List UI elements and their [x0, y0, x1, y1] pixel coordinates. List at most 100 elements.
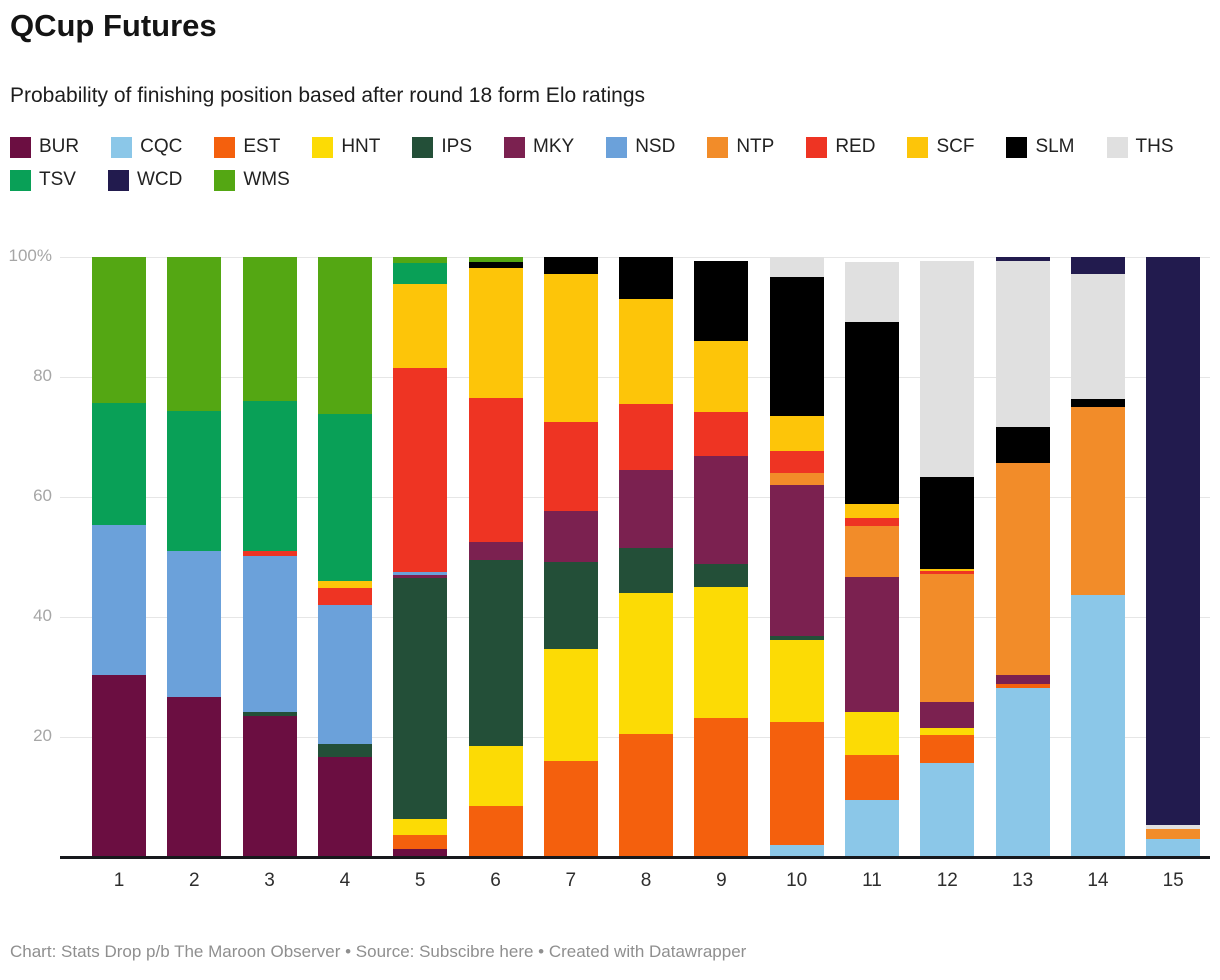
bar-segment-EST-pos12[interactable]	[920, 735, 975, 763]
bar-segment-CQC-pos12[interactable]	[920, 762, 975, 857]
bar-segment-RED-pos9[interactable]	[694, 412, 749, 456]
bar-segment-HNT-pos9[interactable]	[694, 587, 749, 718]
bar-segment-THS-pos11[interactable]	[845, 261, 899, 322]
bar-segment-EST-pos5[interactable]	[393, 834, 448, 850]
bar-segment-SCF-pos4[interactable]	[317, 581, 372, 588]
bar-segment-TSV-pos1[interactable]	[92, 403, 146, 526]
bar-segment-WCD-pos13[interactable]	[995, 257, 1050, 262]
bar-segment-IPS-pos8[interactable]	[619, 548, 674, 593]
bar-segment-NSD-pos4[interactable]	[317, 605, 372, 745]
bar-segment-NSD-pos1[interactable]	[92, 525, 146, 675]
bar-position-3[interactable]	[242, 257, 297, 857]
bar-segment-THS-pos13[interactable]	[995, 261, 1050, 428]
bar-position-14[interactable]	[1070, 257, 1125, 857]
bar-segment-WMS-pos6[interactable]	[468, 257, 523, 262]
bar-segment-CQC-pos10[interactable]	[769, 845, 824, 857]
bar-segment-EST-pos8[interactable]	[619, 734, 674, 857]
bar-segment-WMS-pos2[interactable]	[167, 257, 222, 411]
bar-segment-NSD-pos3[interactable]	[242, 555, 297, 713]
bar-segment-SLM-pos13[interactable]	[995, 427, 1050, 464]
bar-segment-SLM-pos6[interactable]	[468, 261, 523, 268]
bar-segment-RED-pos10[interactable]	[769, 450, 824, 474]
bar-segment-RED-pos12[interactable]	[920, 571, 975, 574]
bar-segment-WCD-pos14[interactable]	[1070, 257, 1125, 274]
bar-segment-SCF-pos6[interactable]	[468, 267, 523, 398]
bar-segment-EST-pos11[interactable]	[845, 755, 899, 800]
bar-segment-BUR-pos4[interactable]	[317, 757, 372, 857]
bar-segment-WMS-pos4[interactable]	[317, 257, 372, 414]
bar-segment-NSD-pos2[interactable]	[167, 551, 222, 697]
bar-segment-CQC-pos15[interactable]	[1146, 839, 1201, 857]
bar-position-5[interactable]	[393, 257, 448, 857]
bar-segment-SLM-pos10[interactable]	[769, 277, 824, 417]
bar-segment-MKY-pos11[interactable]	[845, 576, 899, 712]
bar-segment-NTP-pos13[interactable]	[995, 463, 1050, 675]
bar-segment-SLM-pos11[interactable]	[845, 321, 899, 505]
bar-segment-EST-pos7[interactable]	[543, 761, 598, 857]
bar-segment-NTP-pos10[interactable]	[769, 473, 824, 486]
bar-segment-IPS-pos7[interactable]	[543, 562, 598, 649]
bar-segment-BUR-pos3[interactable]	[242, 716, 297, 857]
bar-position-9[interactable]	[694, 261, 749, 857]
bar-segment-IPS-pos6[interactable]	[468, 560, 523, 746]
bar-segment-RED-pos3[interactable]	[242, 551, 297, 556]
bar-segment-WMS-pos1[interactable]	[92, 257, 146, 404]
bar-segment-IPS-pos10[interactable]	[769, 636, 824, 640]
bar-segment-EST-pos9[interactable]	[694, 717, 749, 857]
bar-segment-SLM-pos7[interactable]	[543, 257, 598, 275]
bar-segment-TSV-pos5[interactable]	[393, 263, 448, 285]
bar-segment-RED-pos6[interactable]	[468, 398, 523, 542]
bar-segment-SCF-pos5[interactable]	[393, 284, 448, 369]
bar-segment-SLM-pos14[interactable]	[1070, 399, 1125, 408]
bar-segment-MKY-pos9[interactable]	[694, 455, 749, 565]
bar-segment-HNT-pos7[interactable]	[543, 648, 598, 761]
bar-segment-IPS-pos5[interactable]	[393, 578, 448, 820]
bar-segment-NTP-pos11[interactable]	[845, 525, 899, 577]
bar-position-15[interactable]	[1146, 257, 1201, 857]
bar-segment-CQC-pos14[interactable]	[1070, 594, 1125, 857]
bar-segment-HNT-pos6[interactable]	[468, 746, 523, 806]
bar-segment-WMS-pos3[interactable]	[242, 257, 297, 402]
bar-position-11[interactable]	[845, 261, 899, 857]
bar-segment-WCD-pos15[interactable]	[1146, 257, 1201, 826]
bar-position-8[interactable]	[619, 257, 674, 857]
bar-segment-RED-pos5[interactable]	[393, 368, 448, 573]
bar-segment-CQC-pos13[interactable]	[995, 688, 1050, 857]
bar-segment-THS-pos12[interactable]	[920, 260, 975, 478]
bar-segment-CQC-pos11[interactable]	[845, 800, 899, 857]
bar-segment-IPS-pos9[interactable]	[694, 564, 749, 588]
bar-segment-BUR-pos1[interactable]	[92, 674, 146, 857]
bar-segment-SCF-pos8[interactable]	[619, 299, 674, 404]
bar-position-1[interactable]	[92, 257, 146, 857]
bar-segment-EST-pos13[interactable]	[995, 683, 1050, 689]
bar-segment-HNT-pos11[interactable]	[845, 711, 899, 755]
bar-segment-SCF-pos11[interactable]	[845, 504, 899, 519]
bar-segment-MKY-pos5[interactable]	[393, 575, 448, 579]
bar-segment-BUR-pos5[interactable]	[393, 849, 448, 857]
bar-segment-HNT-pos10[interactable]	[769, 639, 824, 722]
bar-segment-MKY-pos8[interactable]	[619, 470, 674, 548]
bar-segment-MKY-pos12[interactable]	[920, 702, 975, 729]
bar-segment-SLM-pos9[interactable]	[694, 261, 749, 342]
bar-segment-RED-pos7[interactable]	[543, 422, 598, 511]
bar-segment-TSV-pos3[interactable]	[242, 401, 297, 552]
bar-segment-WMS-pos5[interactable]	[393, 257, 448, 264]
bar-position-13[interactable]	[995, 257, 1050, 857]
bar-segment-MKY-pos6[interactable]	[468, 542, 523, 560]
bar-position-6[interactable]	[468, 257, 523, 857]
bar-position-10[interactable]	[769, 257, 824, 857]
bar-segment-RED-pos11[interactable]	[845, 518, 899, 526]
bar-segment-SLM-pos8[interactable]	[619, 257, 674, 299]
bar-segment-TSV-pos4[interactable]	[317, 413, 372, 582]
bar-segment-SCF-pos10[interactable]	[769, 416, 824, 451]
bar-segment-SCF-pos7[interactable]	[543, 274, 598, 423]
bar-position-12[interactable]	[920, 260, 975, 857]
bar-segment-HNT-pos5[interactable]	[393, 819, 448, 835]
bar-segment-THS-pos15[interactable]	[1146, 825, 1201, 830]
bar-segment-RED-pos4[interactable]	[317, 587, 372, 606]
bar-segment-SCF-pos9[interactable]	[694, 341, 749, 413]
bar-segment-THS-pos14[interactable]	[1070, 273, 1125, 400]
bar-segment-MKY-pos7[interactable]	[543, 510, 598, 563]
bar-segment-IPS-pos4[interactable]	[317, 744, 372, 758]
bar-segment-MKY-pos10[interactable]	[769, 485, 824, 637]
